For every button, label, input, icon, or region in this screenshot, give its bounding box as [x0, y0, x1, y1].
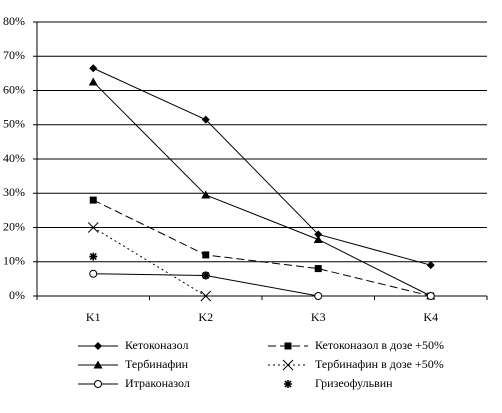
- marker: [89, 252, 98, 261]
- marker: [89, 269, 98, 278]
- legend-label: Кетоконазол: [125, 338, 188, 352]
- y-tick-label: 20%: [3, 219, 25, 233]
- marker: [314, 265, 322, 273]
- y-tick-label: 70%: [3, 48, 25, 62]
- marker: [202, 251, 210, 259]
- legend-marker: [94, 380, 102, 388]
- marker: [89, 196, 97, 204]
- legend-marker: [282, 359, 294, 371]
- x-tick-label: K1: [86, 310, 101, 324]
- marker: [200, 290, 212, 302]
- legend-label: Кетоконазол в дозе +50%: [315, 338, 444, 352]
- marker: [88, 77, 98, 86]
- series-line: [93, 199, 431, 297]
- legend-label: Гризеофульвин: [315, 376, 393, 390]
- legend-label: Тербинафин в дозе +50%: [315, 357, 444, 371]
- marker: [201, 190, 211, 199]
- x-tick-label: K2: [198, 310, 213, 324]
- marker: [201, 271, 210, 280]
- y-tick-label: 10%: [3, 254, 25, 268]
- marker: [201, 115, 210, 124]
- y-tick-label: 60%: [3, 82, 25, 96]
- y-tick-label: 30%: [3, 185, 25, 199]
- marker: [87, 222, 99, 233]
- series-line: [93, 67, 431, 266]
- marker: [426, 261, 435, 270]
- y-tick-label: 40%: [3, 151, 25, 165]
- legend-label: Итраконазол: [125, 376, 190, 390]
- legend-marker: [93, 360, 103, 369]
- x-tick-label: K3: [311, 310, 326, 324]
- legend-marker: [284, 342, 292, 350]
- y-tick-label: 80%: [3, 14, 25, 28]
- legend-marker: [284, 380, 292, 388]
- y-tick-label: 0%: [9, 288, 25, 302]
- x-tick-label: K4: [423, 310, 438, 324]
- marker: [313, 234, 323, 243]
- series-line: [93, 273, 431, 297]
- marker: [426, 292, 435, 300]
- marker: [89, 64, 98, 73]
- series-line: [92, 81, 431, 297]
- series-line: [92, 227, 207, 297]
- marker: [314, 292, 323, 300]
- y-tick-label: 50%: [3, 117, 25, 131]
- legend-label: Тербинафин: [125, 357, 189, 371]
- marker: [314, 230, 323, 239]
- legend-marker: [94, 342, 102, 350]
